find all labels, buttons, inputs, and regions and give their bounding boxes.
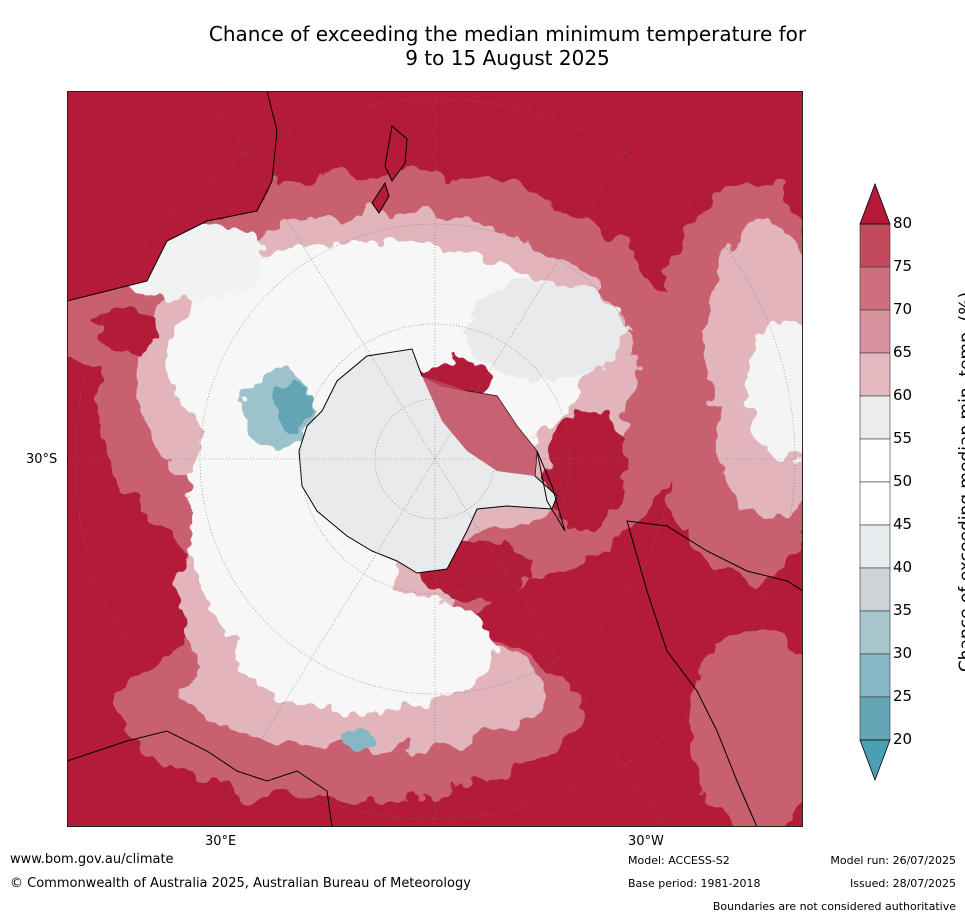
colorbar-tick-label: 55: [893, 429, 913, 447]
colorbar-tick-label: 45: [893, 515, 913, 533]
probability-map: [67, 91, 803, 827]
title-line-2: 9 to 15 August 2025: [405, 46, 610, 70]
colorbar-low-arrow: [859, 739, 891, 782]
colorbar-band: [859, 223, 891, 268]
colorbar-tick-label: 70: [893, 300, 913, 318]
field-30: [242, 371, 371, 749]
colorbar-title: Chance of exceeding median min. temp. (%…: [956, 291, 965, 673]
colorbar-band: [859, 352, 891, 397]
footer-base-period: Base period: 1981-2018: [628, 877, 761, 890]
colorbar-tick-label: 35: [893, 601, 913, 619]
colorbar-tick-label: 50: [893, 472, 913, 490]
title-line-1: Chance of exceeding the median minimum t…: [208, 22, 807, 46]
colorbar-band: [859, 524, 891, 569]
graticule: [67, 91, 803, 827]
africa-outline: [67, 730, 333, 827]
latitude-label-30s: 30°S: [26, 452, 58, 467]
colorbar-band: [859, 696, 891, 741]
south-america-outline: [626, 520, 803, 827]
colorbar-band: [859, 610, 891, 655]
colorbar-band: [859, 567, 891, 612]
footer-model: Model: ACCESS-S2: [628, 854, 730, 867]
colorbar-high-arrow: [859, 182, 891, 225]
colorbar-band: [859, 395, 891, 440]
colorbar-band: [859, 438, 891, 483]
field-80-inner: [97, 306, 627, 601]
colorbar: [859, 182, 891, 782]
colorbar-tick-label: 40: [893, 558, 913, 576]
colorbar-tick-label: 75: [893, 257, 913, 275]
australia-outline: [67, 91, 278, 302]
colorbar-tick-label: 25: [893, 687, 913, 705]
longitude-label-30e: 30°E: [205, 834, 237, 849]
map-panel: [67, 91, 803, 827]
colorbar-tick-label: 80: [893, 214, 913, 232]
longitude-label-30w: 30°W: [628, 834, 664, 849]
map-border: [67, 91, 803, 827]
antarctic-peninsula-outline: [536, 450, 566, 532]
footer-disclaimer: Boundaries are not considered authoritat…: [712, 900, 956, 913]
map-title: Chance of exceeding the median minimum t…: [120, 22, 895, 70]
colorbar-tick-label: 20: [893, 730, 913, 748]
colorbar-band: [859, 481, 891, 526]
footer-model-run: Model run: 26/07/2025: [830, 854, 956, 867]
colorbar-tick-label: 60: [893, 386, 913, 404]
colorbar-tick-label: 65: [893, 343, 913, 361]
footer-issued: Issued: 28/07/2025: [849, 877, 956, 890]
antarctic-peninsula-warm-region: [422, 376, 537, 476]
colorbar-band: [859, 266, 891, 311]
colorbar-band: [859, 309, 891, 354]
new-zealand-outline: [371, 125, 408, 214]
footer-website: www.bom.gov.au/climate: [10, 852, 174, 867]
colorbar-tick-label: 30: [893, 644, 913, 662]
colorbar-band: [859, 653, 891, 698]
footer-copyright: © Commonwealth of Australia 2025, Austra…: [10, 876, 471, 891]
